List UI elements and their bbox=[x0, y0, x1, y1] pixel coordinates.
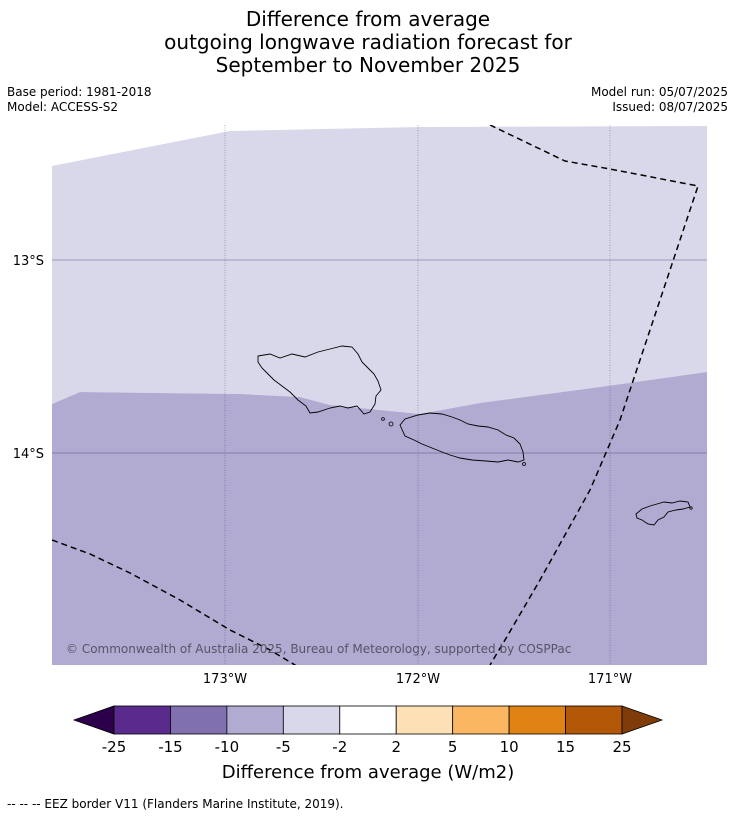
lon-label-171w: 171°W bbox=[588, 672, 632, 687]
title-line-3: September to November 2025 bbox=[215, 53, 521, 77]
map-title: Difference from average outgoing longwav… bbox=[0, 8, 736, 77]
nuutele-islet bbox=[522, 462, 526, 466]
colorbar-label: Difference from average (W/m2) bbox=[222, 762, 514, 783]
issued-date: Issued: 08/07/2025 bbox=[612, 100, 728, 114]
tutuila-island-outline bbox=[635, 500, 691, 526]
colorbar-segment bbox=[339, 705, 397, 735]
title-line-1: Difference from average bbox=[245, 7, 491, 31]
aunuu-islet bbox=[689, 506, 693, 510]
upper-anomaly-region bbox=[52, 126, 707, 414]
title-line-2: outgoing longwave radiation forecast for bbox=[164, 30, 572, 54]
colorbar-tick-label: 5 bbox=[448, 738, 458, 756]
colorbar-tick-label: -5 bbox=[276, 738, 291, 756]
lon-label-172w: 172°W bbox=[396, 672, 440, 687]
map-area: © Commonwealth of Australia 2025, Bureau… bbox=[52, 125, 707, 665]
colorbar: -25 -15 -10 -5 -2 2 5 10 15 25 Difference from av… bbox=[72, 705, 664, 783]
model-run: Model run: 05/07/2025 bbox=[590, 85, 728, 99]
colorbar-tick-label: 15 bbox=[556, 738, 575, 756]
lat-gridlines bbox=[52, 259, 707, 454]
colorbar-tick-label: -25 bbox=[102, 738, 127, 756]
lat-label-14s: 14°S bbox=[13, 447, 44, 462]
colorbar-segment bbox=[226, 705, 284, 735]
manono-islet bbox=[388, 421, 394, 427]
lat-label-13s: 13°S bbox=[13, 254, 44, 269]
colorbar-tick-label: -2 bbox=[332, 738, 347, 756]
colorbar-tick-label: -10 bbox=[215, 738, 240, 756]
meta-left: Base period: 1981-2018 Model: ACCESS-S2 bbox=[7, 85, 152, 115]
eez-border-east bbox=[489, 125, 699, 665]
eez-legend-note: -- -- -- EEZ border V11 (Flanders Marine… bbox=[7, 797, 344, 811]
eez-borders bbox=[52, 125, 699, 665]
gridlines bbox=[224, 125, 611, 665]
colorbar-segments bbox=[113, 705, 623, 735]
model-name: Model: ACCESS-S2 bbox=[7, 100, 119, 114]
colorbar-segment bbox=[565, 705, 623, 735]
colorbar-segment bbox=[282, 705, 341, 735]
axis-labels: 13°S 14°S 173°W 172°W 171°W bbox=[13, 254, 633, 687]
copyright-notice: © Commonwealth of Australia 2025, Bureau… bbox=[66, 642, 571, 656]
colorbar-tick-label: 10 bbox=[500, 738, 519, 756]
colorbar-segment bbox=[113, 705, 171, 735]
colorbar-tick-label: 25 bbox=[612, 738, 631, 756]
apolima-islet bbox=[381, 417, 385, 421]
eez-border-southwest bbox=[52, 539, 297, 665]
savaii-island-outline bbox=[257, 345, 382, 415]
colorbar-segment bbox=[395, 705, 454, 735]
colorbar-segment bbox=[170, 705, 228, 735]
base-period: Base period: 1981-2018 bbox=[7, 85, 152, 99]
colorbar-tick-labels: -25 -15 -10 -5 -2 2 5 10 15 25 bbox=[102, 738, 632, 756]
lower-anomaly-region bbox=[52, 372, 707, 665]
upolu-island-outline bbox=[399, 412, 525, 463]
meta-right: Model run: 05/07/2025 Issued: 08/07/2025 bbox=[591, 85, 728, 115]
lon-label-173w: 173°W bbox=[203, 672, 247, 687]
colorbar-low-extend bbox=[72, 705, 115, 735]
colorbar-high-extend bbox=[621, 705, 664, 735]
colorbar-segment bbox=[452, 705, 510, 735]
colorbar-segment bbox=[508, 705, 566, 735]
colorbar-tick-label: 2 bbox=[391, 738, 401, 756]
colorbar-tick-label: -15 bbox=[158, 738, 183, 756]
